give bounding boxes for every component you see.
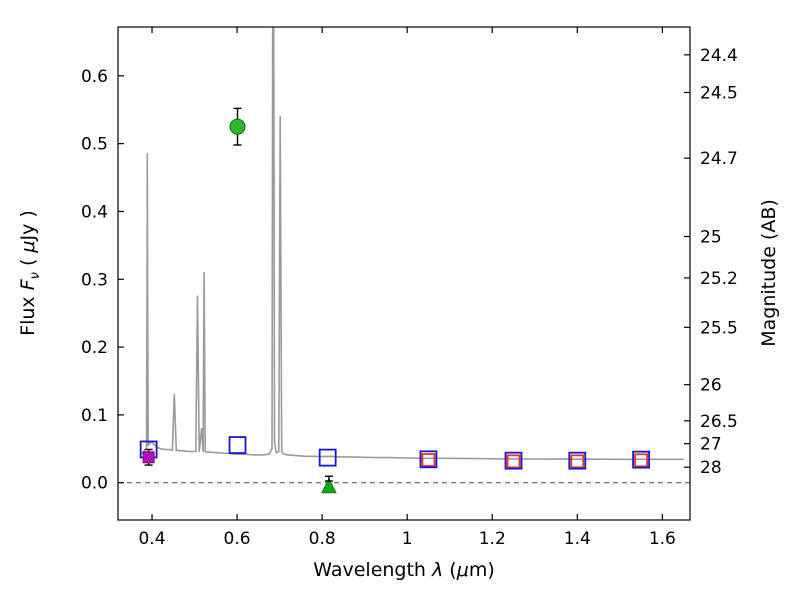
series-blue-open-squares xyxy=(139,436,650,470)
mu-jy-symbol: μ xyxy=(17,240,40,253)
y-tick-label: 0.0 xyxy=(81,474,108,494)
circle-marker xyxy=(229,118,246,135)
triangle-marker xyxy=(321,477,337,494)
flux-label-unit: Jy ) xyxy=(17,210,40,241)
open-square-marker xyxy=(506,454,521,469)
axis-ticks: 0.4 0.6 0.8 1 1.2 1.4 1.6 0.0 0.1 0.2 0.3 0.4 0.5 0.6… xyxy=(81,27,738,549)
open-square-marker xyxy=(634,453,648,468)
y-tick-label: 0.3 xyxy=(81,270,108,290)
series-green-triangle xyxy=(321,477,337,494)
x-tick-label: 0.4 xyxy=(138,529,165,549)
series-small-black-errorbar xyxy=(324,475,333,482)
x-tick-label: 1.6 xyxy=(649,529,676,549)
y-tick-label: 0.1 xyxy=(81,406,108,426)
x-tick-label: 1.4 xyxy=(564,529,591,549)
spectrum-line xyxy=(140,27,684,461)
y-axis-label-left: Flux Fν ( μJy ) xyxy=(17,210,43,336)
y-axis-label-right: Magnitude (AB) xyxy=(758,199,780,347)
x-tick-label: 1.2 xyxy=(479,529,506,549)
open-square-marker xyxy=(568,451,587,470)
flux-symbol: F xyxy=(17,279,40,291)
plot-frame xyxy=(117,26,691,521)
nu-subscript: ν xyxy=(27,272,43,280)
series-magenta-filled-square xyxy=(142,448,155,466)
y-tick-label: 0.2 xyxy=(81,338,108,358)
magnitude-tick-label: 27 xyxy=(700,435,722,455)
flux-label-text: Flux xyxy=(17,290,40,336)
magnitude-tick-label: 24.7 xyxy=(700,149,738,169)
lambda-symbol: λ xyxy=(432,559,444,581)
series-red-open-squares xyxy=(421,453,648,469)
magnitude-tick-label: 25.2 xyxy=(700,269,738,289)
magnitude-tick-label: 25.5 xyxy=(700,318,738,338)
open-square-marker xyxy=(632,450,650,469)
x-axis-label: Wavelength λ (μm) xyxy=(313,559,494,581)
x-tick-label: 0.6 xyxy=(224,529,251,549)
open-square-marker xyxy=(419,450,438,469)
open-square-marker xyxy=(318,448,337,467)
magnitude-tick-label: 26 xyxy=(700,376,722,396)
open-square-marker xyxy=(228,436,247,454)
filled-square-marker xyxy=(142,451,155,464)
series-model-spectrum xyxy=(140,27,684,461)
series-layer xyxy=(139,27,684,494)
open-square-marker xyxy=(421,453,436,467)
magnitude-tick-label: 24.4 xyxy=(700,46,738,66)
y-tick-label: 0.6 xyxy=(81,67,108,87)
magnitude-tick-label: 28 xyxy=(700,458,722,478)
y-tick-label: 0.4 xyxy=(81,202,108,222)
magnitude-tick-label: 26.5 xyxy=(700,412,738,432)
x-tick-label: 0.8 xyxy=(309,529,336,549)
x-axis-label-unit: m) xyxy=(468,559,495,581)
x-axis-label-paren: ( xyxy=(443,559,457,581)
y-tick-label: 0.5 xyxy=(81,135,108,155)
flux-label-paren: ( xyxy=(17,252,40,273)
x-tick-label: 1 xyxy=(402,529,413,549)
open-square-marker xyxy=(570,454,585,469)
mu-symbol: μ xyxy=(456,559,469,581)
open-square-marker xyxy=(504,451,523,470)
magnitude-tick-label: 24.5 xyxy=(700,83,738,103)
magnitude-tick-label: 25 xyxy=(700,227,722,247)
series-green-filled-circle xyxy=(229,107,246,146)
x-axis-label-text: Wavelength xyxy=(313,559,433,581)
